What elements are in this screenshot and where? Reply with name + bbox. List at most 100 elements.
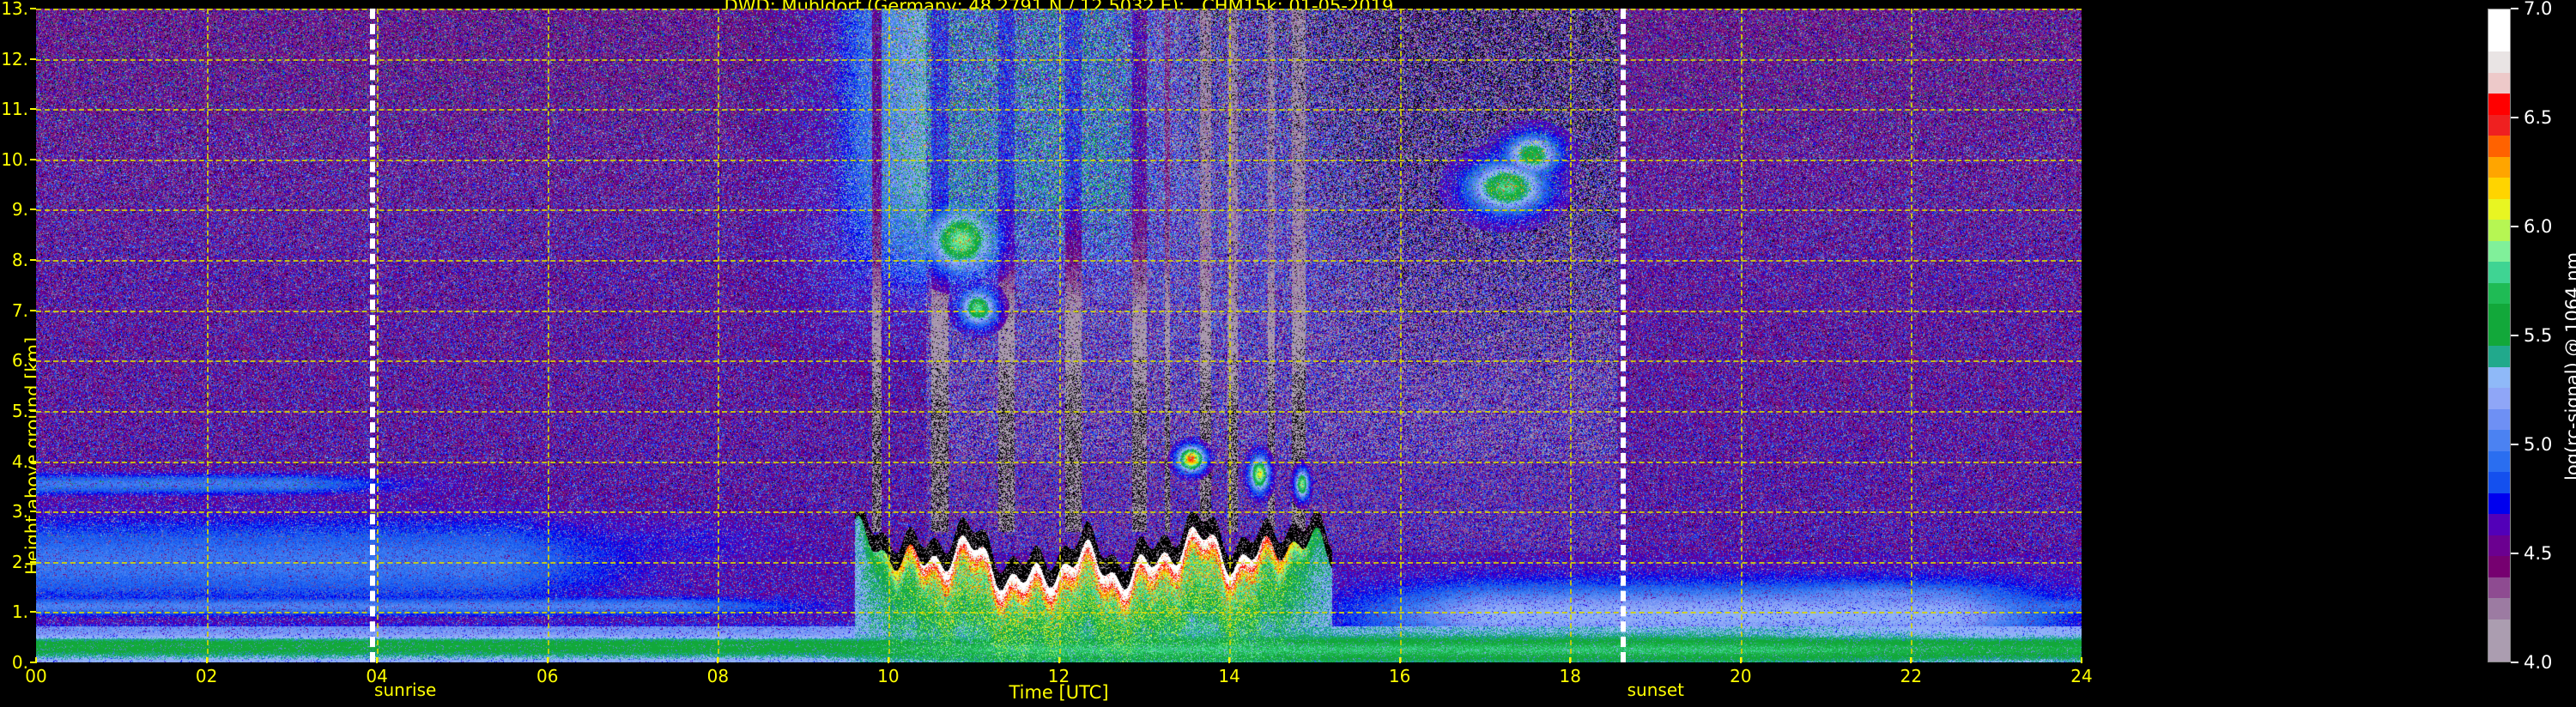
colorbar-segment: [2488, 92, 2510, 115]
x-tick-label: 18: [1559, 666, 1581, 686]
gridline-v: [1740, 9, 1743, 662]
colorbar-segment: [2488, 113, 2510, 136]
x-tick-mark: [717, 657, 719, 663]
y-tick-label: 0.: [11, 652, 28, 673]
x-tick-mark: [1228, 657, 1231, 663]
colorbar-tick-mark: [2511, 117, 2518, 118]
colorbar-tick-label: 4.0: [2524, 652, 2553, 673]
y-tick-mark: [30, 8, 36, 9]
colorbar-tick-label: 6.5: [2524, 107, 2553, 128]
colorbar-tick-label: 5.5: [2524, 325, 2553, 346]
y-tick-label: 13.: [1, 0, 28, 19]
colorbar-segment: [2488, 177, 2510, 199]
x-tick-label: 00: [25, 666, 47, 686]
y-tick-mark: [30, 309, 36, 311]
colorbar-segment: [2488, 576, 2510, 599]
colorbar-tick-mark: [2511, 444, 2518, 445]
colorbar-segment: [2488, 50, 2510, 73]
gridline-v: [547, 9, 549, 662]
x-tick-mark: [1569, 657, 1572, 663]
x-tick-label: 16: [1388, 666, 1411, 686]
colorbar: [2488, 9, 2511, 662]
x-axis-title: Time [UTC]: [1009, 682, 1109, 703]
y-tick-mark: [30, 108, 36, 111]
gridline-v: [206, 9, 209, 662]
sun-event-lines: [36, 9, 2082, 662]
colorbar-tick-mark: [2511, 226, 2518, 227]
colorbar-segment: [2488, 387, 2510, 409]
x-tick-mark: [1058, 657, 1060, 663]
colorbar-segment: [2488, 534, 2510, 557]
x-tick-mark: [887, 657, 889, 663]
colorbar-tick-label: 6.0: [2524, 216, 2553, 237]
colorbar-segment: [2488, 219, 2510, 241]
grid-lines: [36, 9, 2082, 662]
heatmap-plot-area: [36, 9, 2082, 662]
colorbar-segment: [2488, 618, 2510, 641]
y-tick-mark: [30, 409, 36, 412]
colorbar-segment: [2488, 197, 2510, 221]
sun-event-label-sunrise: sunrise: [374, 680, 437, 700]
y-tick-mark: [30, 662, 36, 663]
colorbar-segment: [2488, 597, 2510, 619]
x-tick-label: 08: [706, 666, 730, 686]
y-tick-label: 12.: [1, 48, 28, 69]
colorbar-tick-mark: [2511, 335, 2518, 336]
gridline-v: [1570, 9, 1573, 662]
y-tick-mark: [30, 360, 36, 362]
colorbar-segment: [2488, 239, 2510, 263]
colorbar-segment: [2488, 9, 2510, 31]
y-tick-label: 7.: [11, 299, 28, 321]
colorbar-segment: [2488, 71, 2510, 94]
x-tick-label: 10: [877, 666, 900, 686]
colorbar-segment: [2488, 471, 2510, 493]
gridline-v: [888, 9, 890, 662]
x-tick-mark: [1739, 657, 1742, 663]
x-tick-mark: [35, 657, 37, 663]
y-tick-mark: [30, 158, 36, 160]
y-tick-label: 2.: [11, 551, 28, 572]
y-tick-label: 11.: [1, 99, 28, 120]
colorbar-segment: [2488, 345, 2510, 367]
x-tick-label: 06: [536, 666, 559, 686]
x-tick-mark: [2081, 657, 2082, 663]
x-tick-label: 04: [366, 666, 388, 686]
colorbar-segment: [2488, 450, 2510, 473]
y-tick-label: 1.: [11, 601, 28, 623]
gridline-v: [718, 9, 720, 662]
y-tick-label: 6.: [11, 350, 28, 372]
gridline-v: [1229, 9, 1232, 662]
colorbar-segment: [2488, 492, 2510, 515]
x-tick-label: 02: [195, 666, 218, 686]
colorbar-tick-mark: [2511, 662, 2518, 663]
gridline-v: [377, 9, 379, 662]
colorbar-segment: [2488, 281, 2510, 305]
colorbar-segment: [2488, 155, 2510, 178]
x-tick-mark: [376, 657, 379, 663]
y-tick-mark: [30, 208, 36, 211]
y-tick-mark: [30, 611, 36, 613]
colorbar-segment: [2488, 29, 2510, 52]
colorbar-segment: [2488, 555, 2510, 577]
colorbar-segment: [2488, 639, 2510, 662]
colorbar-segment: [2488, 134, 2510, 157]
colorbar-segment: [2488, 323, 2510, 347]
y-tick-label: 8.: [11, 250, 28, 271]
x-tick-label: 22: [1900, 666, 1923, 686]
colorbar-tick-label: 4.5: [2524, 543, 2553, 564]
colorbar-tick-label: 5.0: [2524, 434, 2553, 455]
y-tick-label: 3.: [11, 501, 28, 523]
gridline-v: [1911, 9, 1913, 662]
colorbar-segment: [2488, 429, 2510, 451]
y-tick-mark: [30, 560, 36, 563]
colorbar-tick-mark: [2511, 8, 2518, 9]
y-tick-mark: [30, 57, 36, 60]
x-tick-mark: [546, 657, 549, 663]
colorbar-segment: [2488, 366, 2510, 389]
x-tick-label: 12: [1047, 666, 1070, 686]
x-tick-mark: [205, 657, 208, 663]
x-tick-mark: [1910, 657, 1912, 663]
sun-event-line-sunrise: [370, 9, 376, 662]
y-tick-mark: [30, 460, 36, 462]
